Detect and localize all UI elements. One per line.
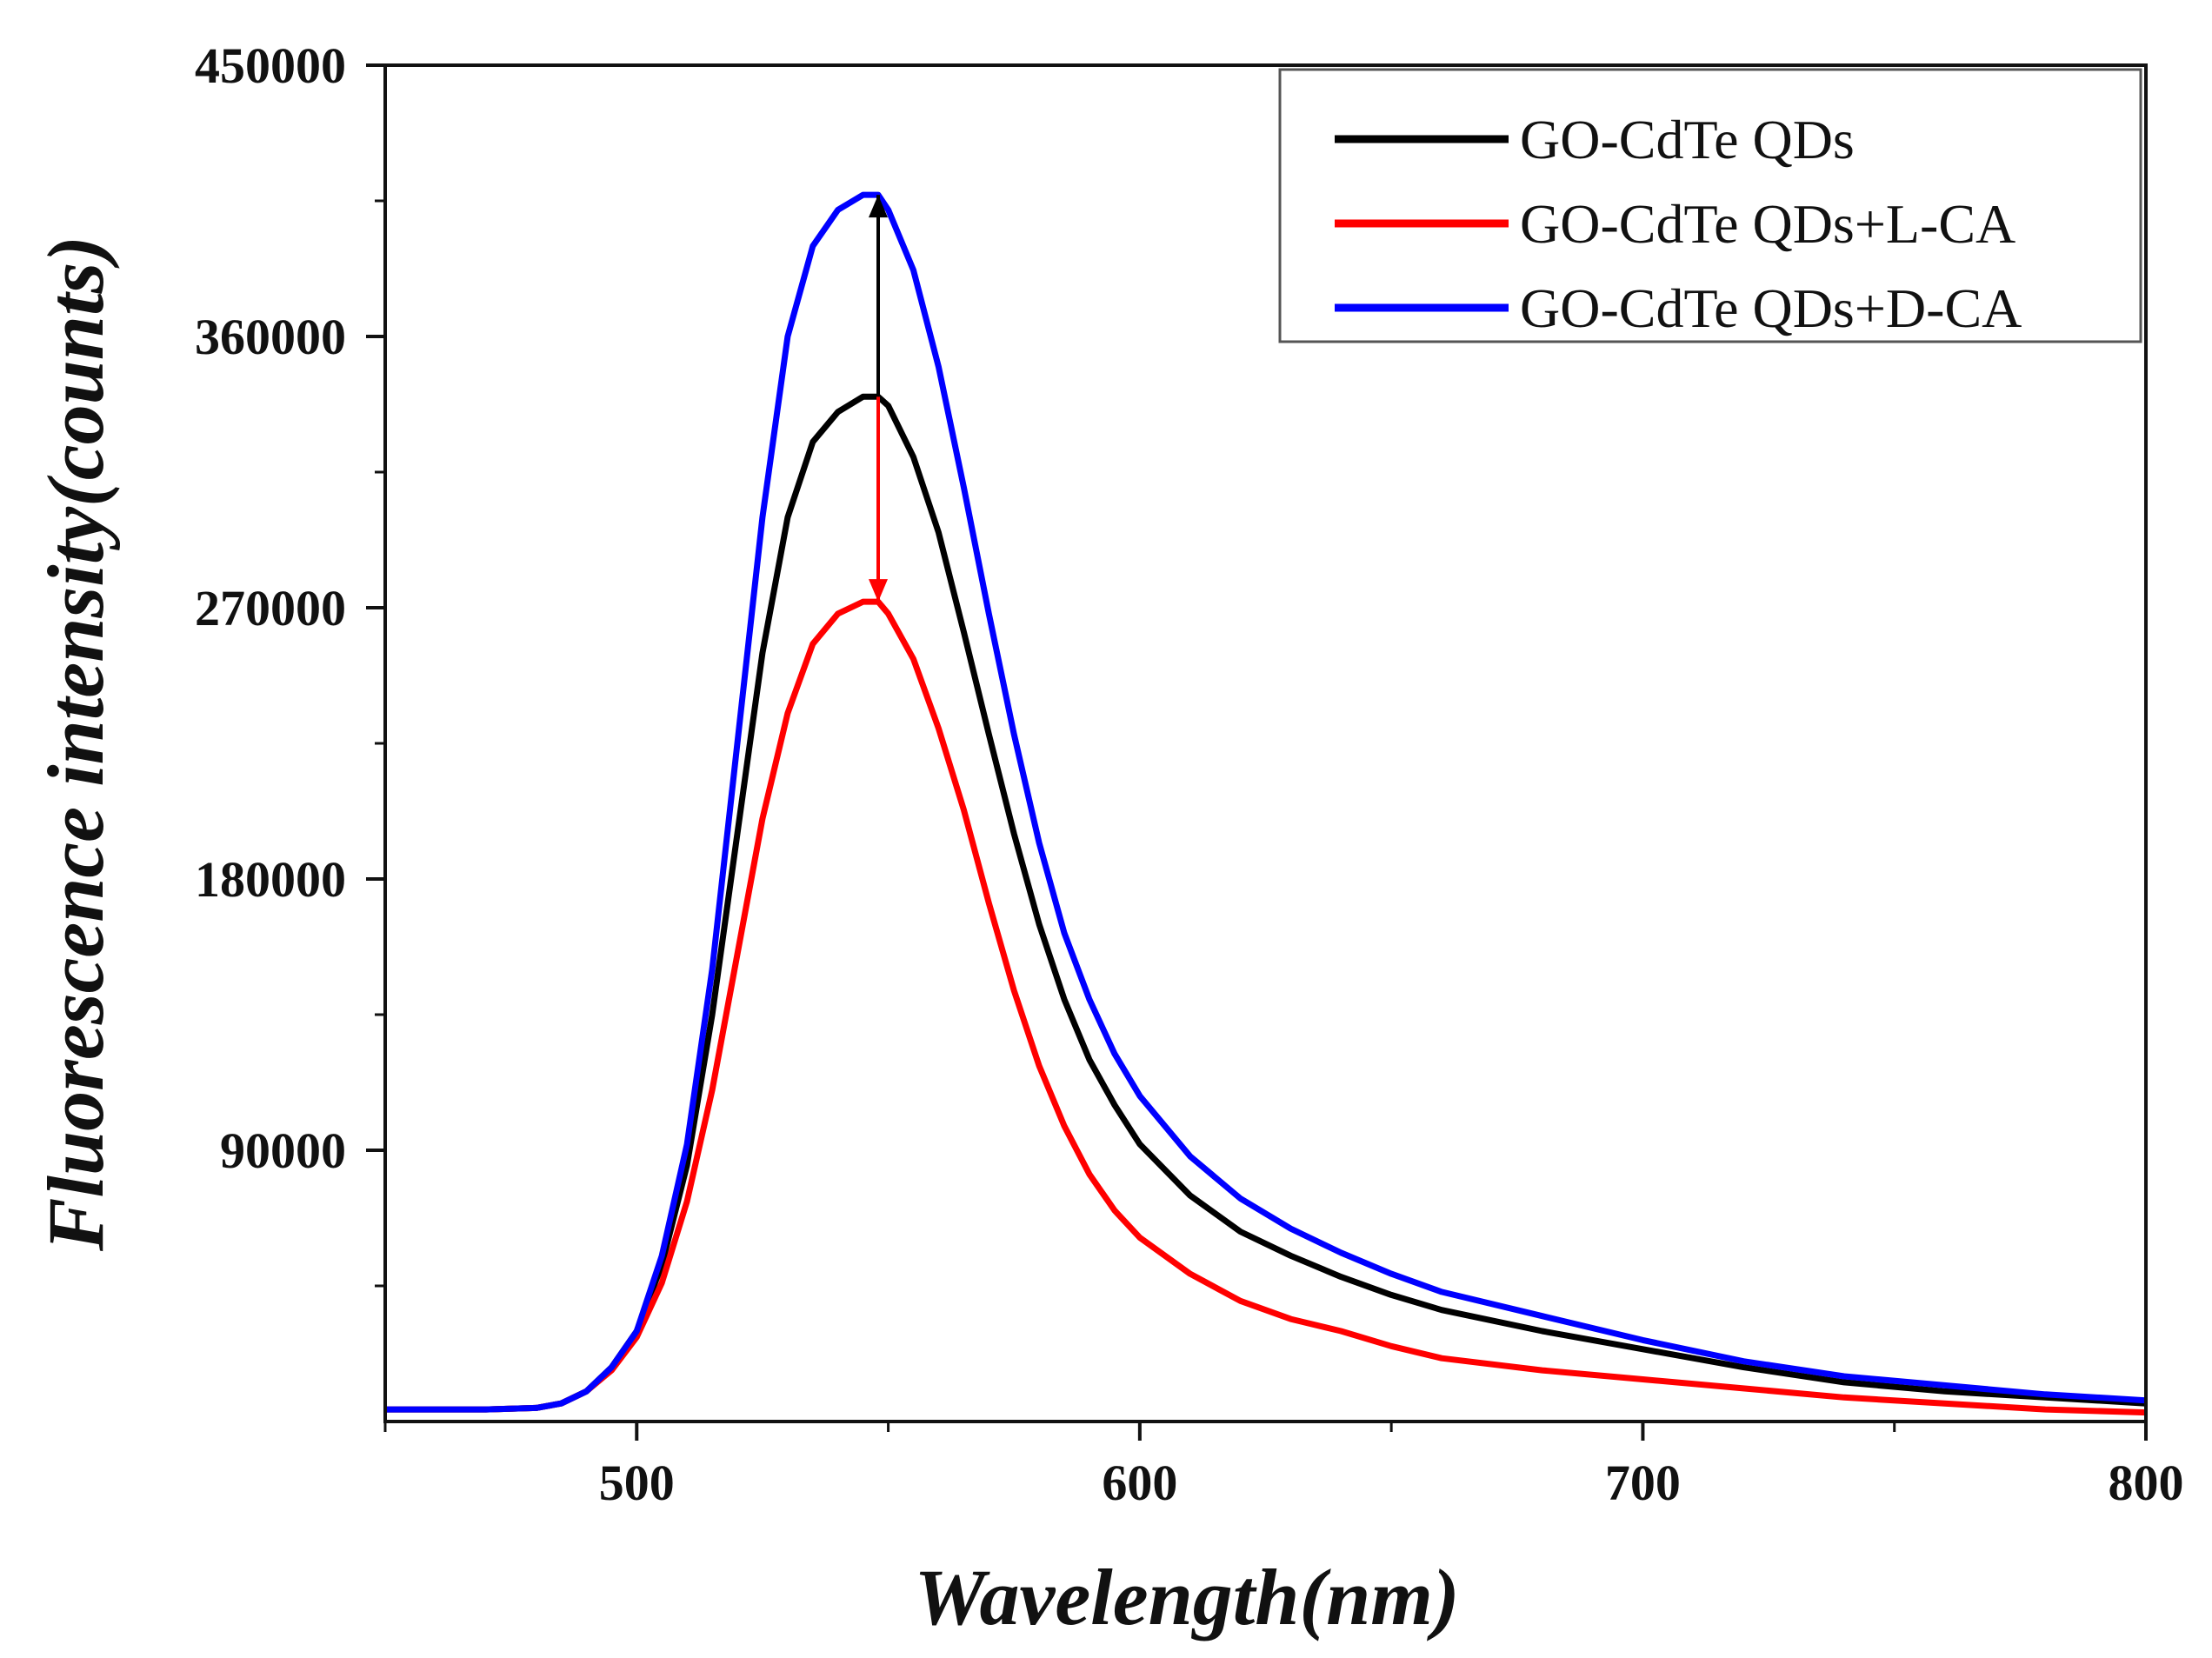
legend: GO-CdTe QDs GO-CdTe QDs+L-CA GO-CdTe QDs+D… <box>1278 68 2142 343</box>
axis-layer: 500 600 700 800 90000 180000 270000 360000 45000… <box>195 37 2184 1511</box>
y-tick-label: 270000 <box>195 580 346 636</box>
y-tick-label: 180000 <box>195 851 346 908</box>
y-tick-label: 450000 <box>195 37 346 94</box>
legend-entries: GO-CdTe QDs GO-CdTe QDs+L-CA GO-CdTe QDs+D… <box>1335 109 2022 339</box>
series-line-0 <box>385 393 2147 1413</box>
series-line-2 <box>385 191 2147 1413</box>
x-tick-label: 800 <box>2109 1455 2184 1511</box>
legend-label: GO-CdTe QDs+L-CA <box>1520 193 2015 255</box>
annotation-arrow-0 <box>869 195 888 397</box>
series-layer <box>385 191 2147 1416</box>
legend-box <box>1278 68 2142 343</box>
x-tick-label: 600 <box>1102 1455 1177 1511</box>
y-axis-title: Fluorescence intensity(counts) <box>31 236 120 1252</box>
x-tick-label: 500 <box>599 1455 675 1511</box>
y-tick-label: 360000 <box>195 309 346 365</box>
x-tick-label: 700 <box>1605 1455 1681 1511</box>
annotation-layer <box>869 195 888 603</box>
legend-entry-0: GO-CdTe QDs <box>1335 109 1855 170</box>
legend-label: GO-CdTe QDs <box>1520 109 1855 170</box>
x-axis-title: Wavelength(nm) <box>915 1553 1460 1641</box>
legend-entry-1: GO-CdTe QDs+L-CA <box>1335 193 2015 255</box>
y-tick-label: 90000 <box>220 1122 346 1179</box>
legend-entry-2: GO-CdTe QDs+D-CA <box>1335 277 2022 339</box>
annotation-arrow-1 <box>869 396 888 603</box>
series-line-1 <box>385 598 2147 1416</box>
legend-label: GO-CdTe QDs+D-CA <box>1520 277 2022 339</box>
